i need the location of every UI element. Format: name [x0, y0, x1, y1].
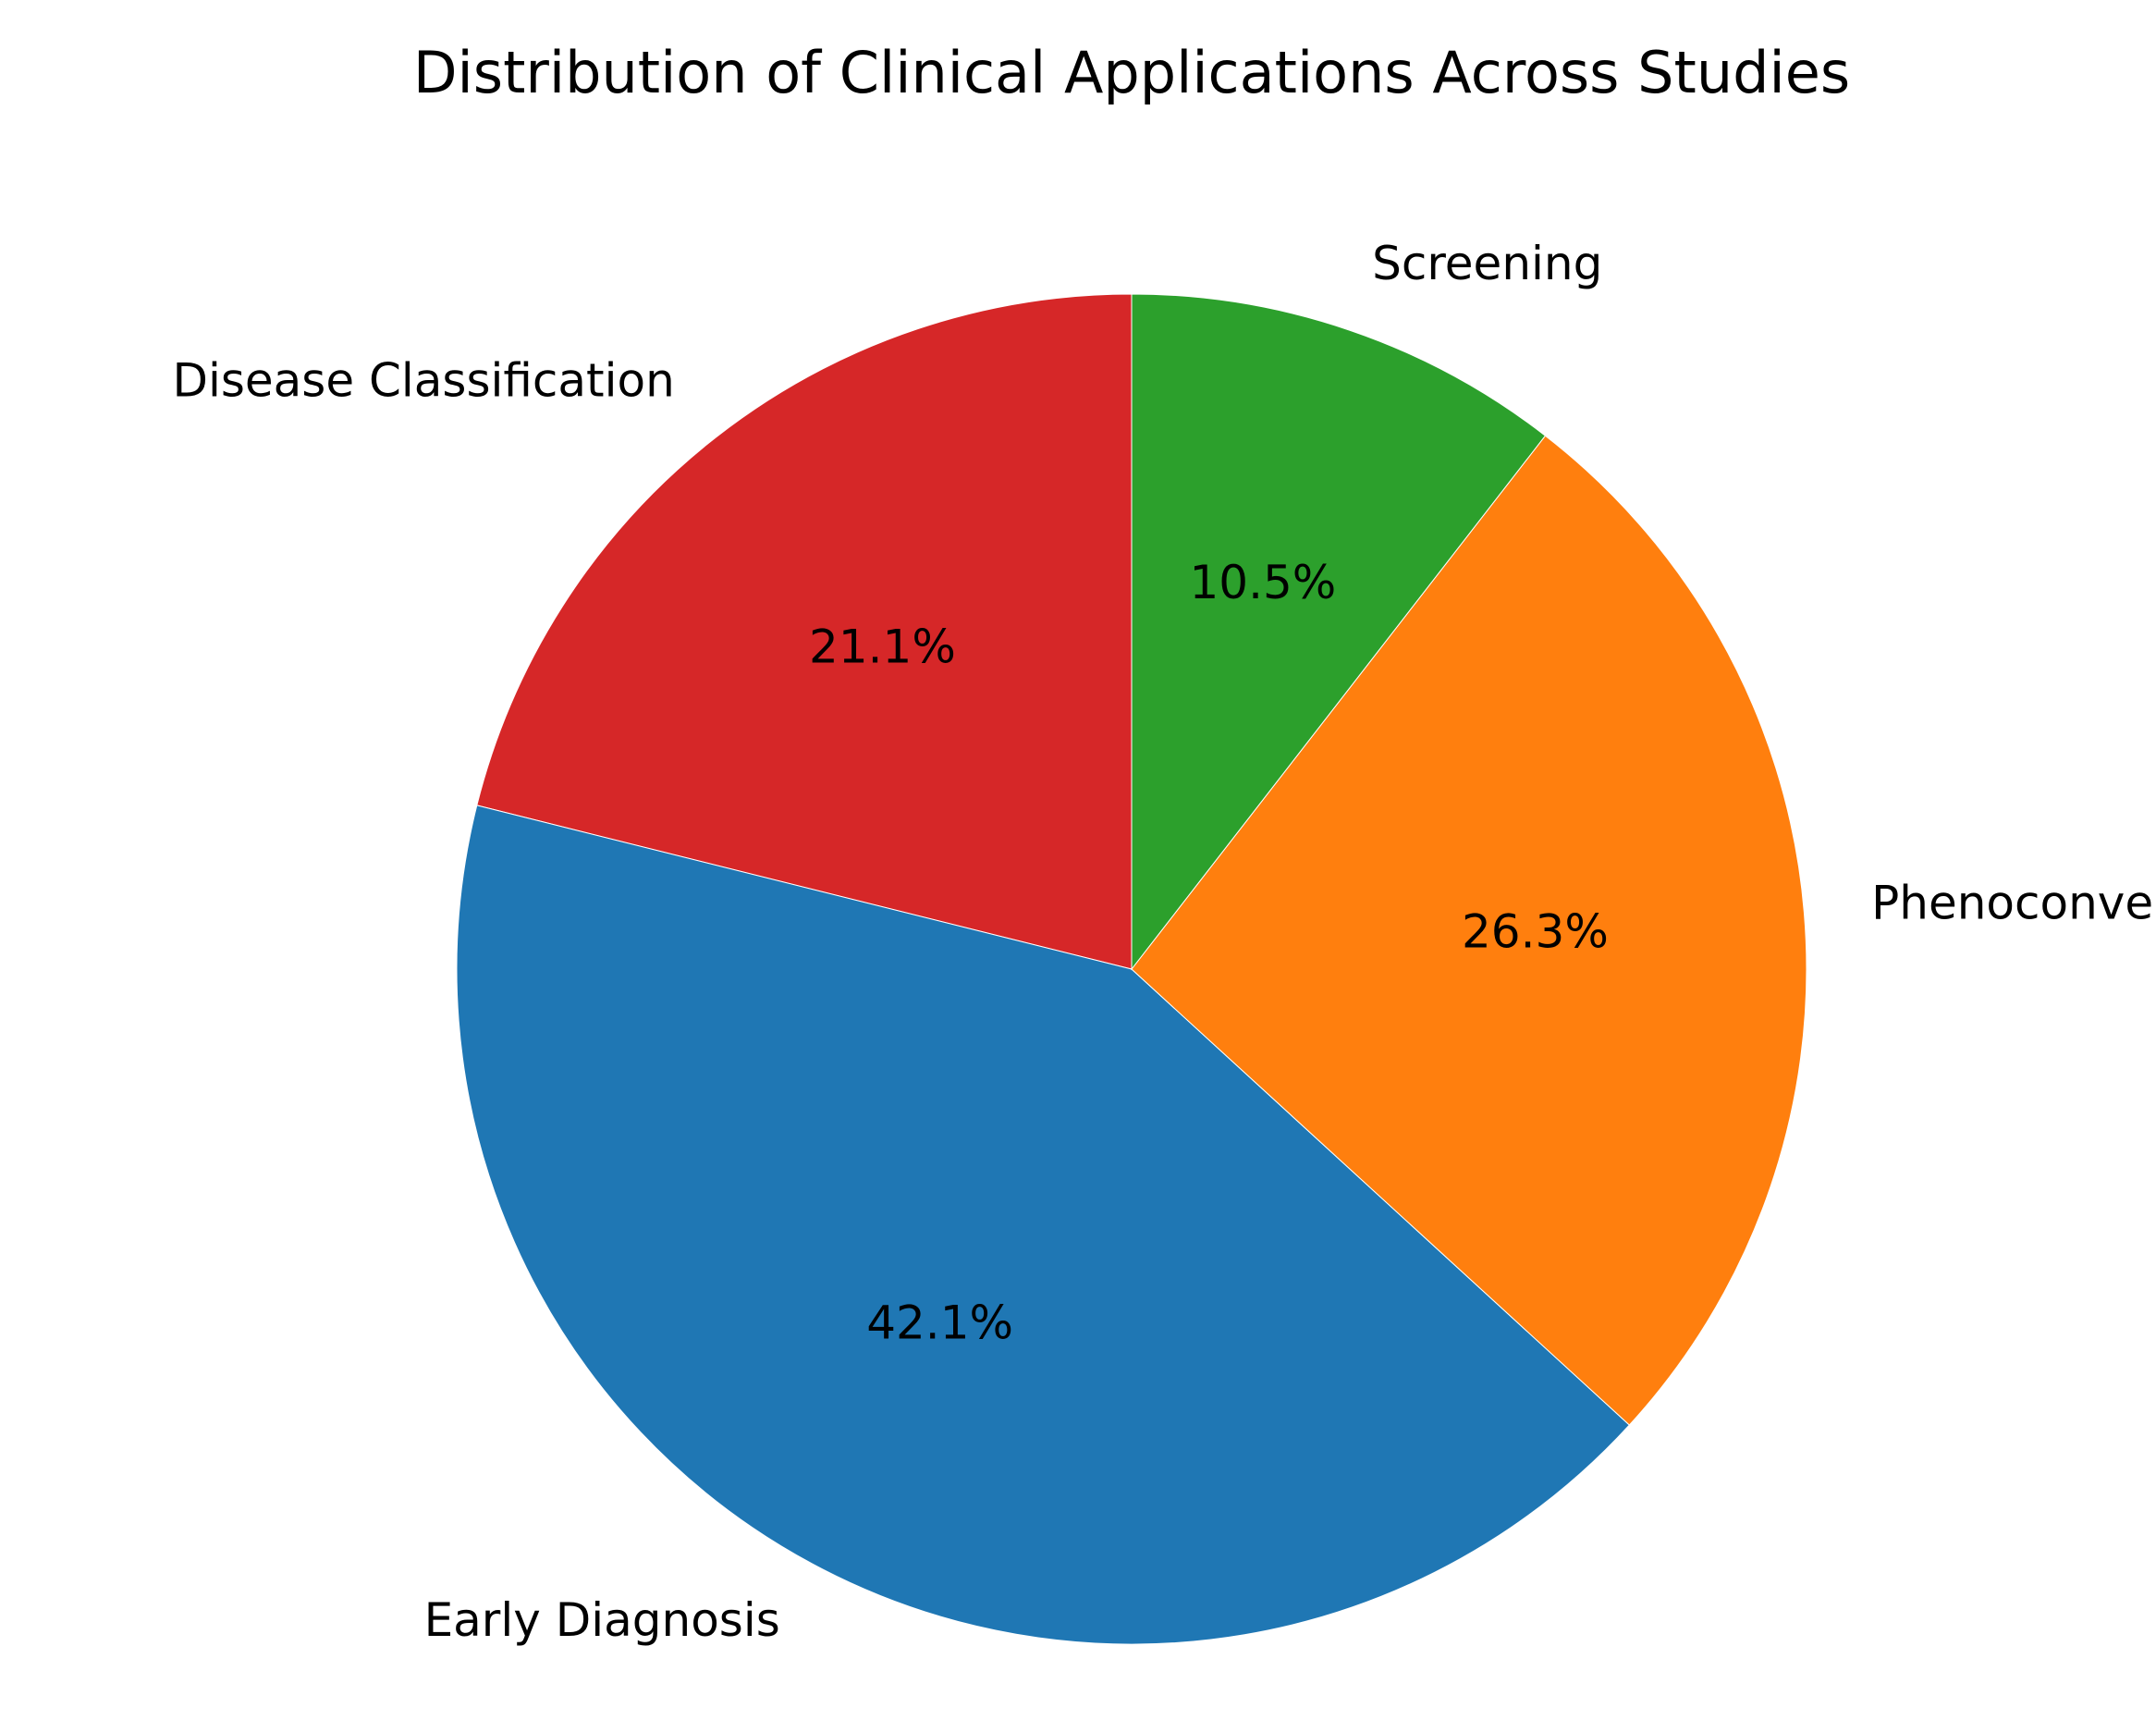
pct-label-disease-classification: 21.1%: [809, 620, 956, 673]
pct-label-phenoconversion-prediction: 26.3%: [1462, 904, 1609, 958]
pie-slice-screening: [1131, 293, 1547, 971]
chart-title: Distribution of Clinical Applications Ac…: [413, 39, 1850, 106]
pie-slice-disease-classification: [476, 293, 1133, 970]
pct-label-screening: 10.5%: [1189, 556, 1336, 609]
pie-labels: Disease Classification 21.1% Early Diagnos…: [172, 237, 2156, 1647]
pie-slice-early-diagnosis: [456, 805, 1631, 1645]
slice-label-early-diagnosis: Early Diagnosis: [424, 1593, 780, 1647]
slice-label-disease-classification: Disease Classification: [172, 354, 674, 408]
slice-label-phenoconversion-prediction: Phenoconversion Prediction: [1871, 876, 2156, 929]
pie-slices: [456, 293, 1807, 1645]
pct-label-early-diagnosis: 42.1%: [866, 1296, 1013, 1349]
slice-label-screening: Screening: [1372, 237, 1602, 290]
pie-slice-phenoconversion-prediction: [1131, 435, 1807, 1426]
